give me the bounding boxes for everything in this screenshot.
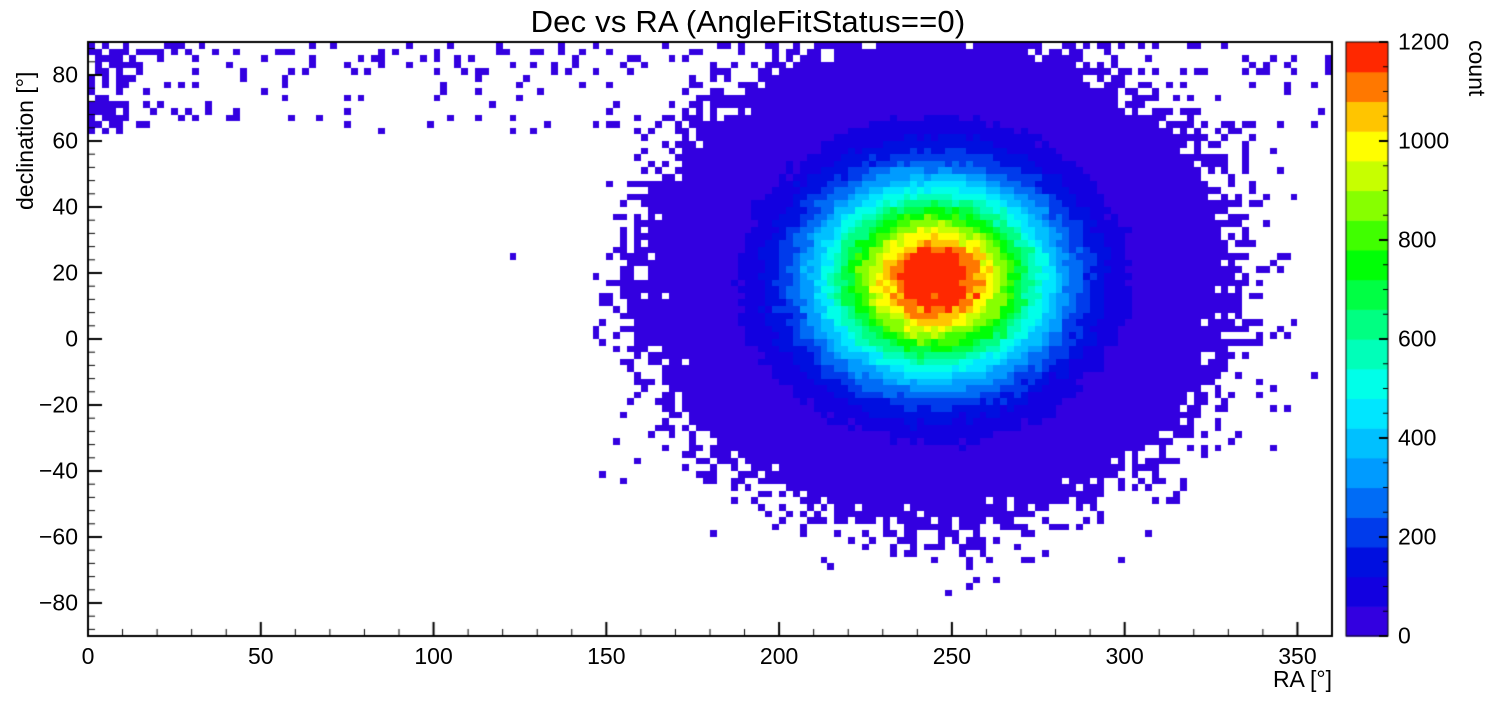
histogram-page: Dec vs RA (AngleFitStatus==0) RA [°] dec… [0,0,1496,722]
heatmap-canvas [0,0,1496,722]
